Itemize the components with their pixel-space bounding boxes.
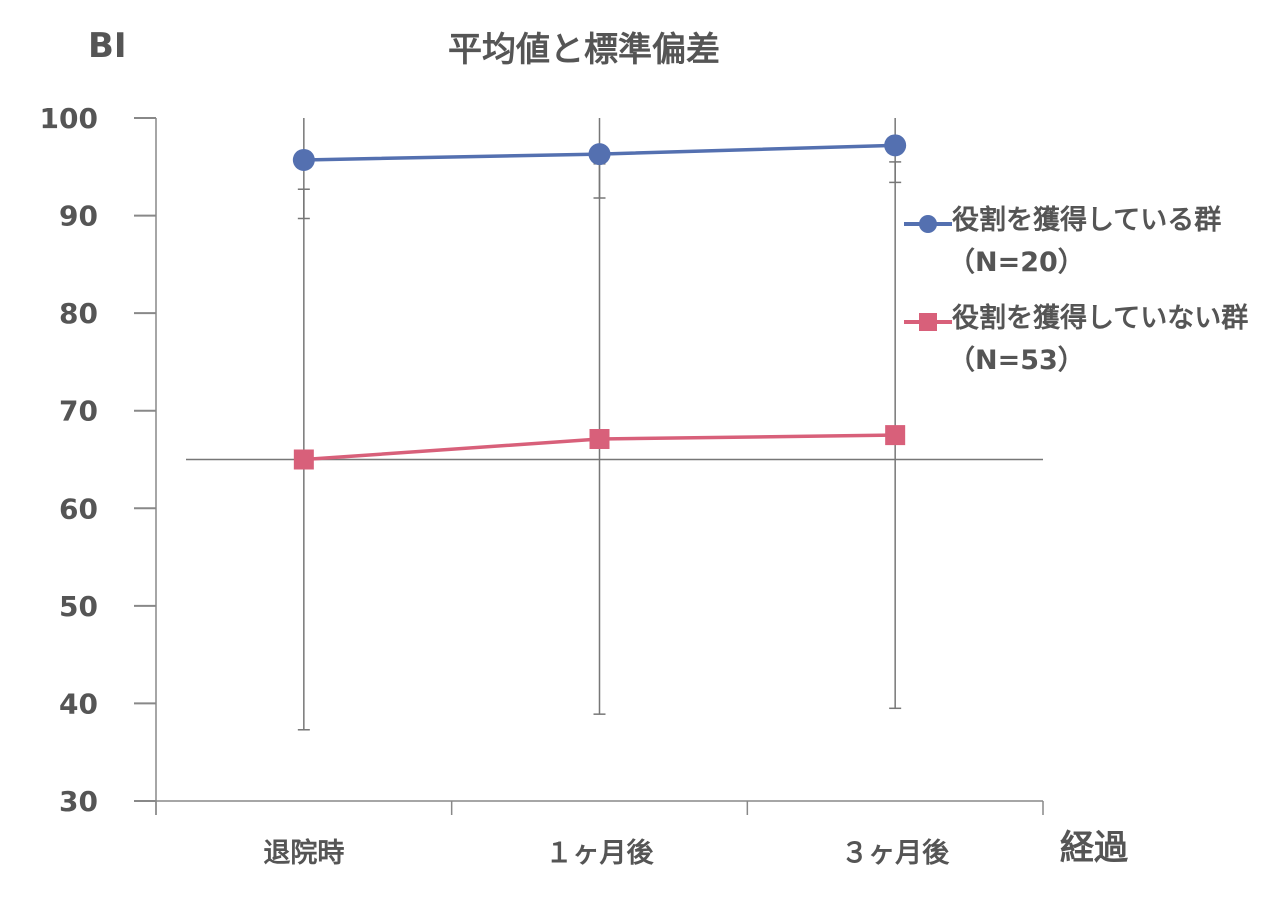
- y-tick-label: 40: [59, 687, 98, 720]
- legend: 役割を獲得している群 （N=20） 役割を獲得していない群 （N=53）: [904, 200, 1274, 396]
- data-point-square: [293, 449, 314, 470]
- y-tick-label: 80: [59, 297, 98, 330]
- legend-square-marker-icon: [904, 313, 952, 331]
- legend-item-without-role: 役割を獲得していない群 （N=53）: [904, 298, 1274, 382]
- y-tick-label: 70: [59, 395, 98, 428]
- legend-n-with-role: （N=20）: [948, 247, 1085, 278]
- legend-item-with-role: 役割を獲得している群 （N=20）: [904, 200, 1274, 284]
- legend-n-without-role: （N=53）: [948, 345, 1085, 376]
- data-point-circle: [588, 143, 611, 166]
- y-tick-label: 30: [59, 785, 98, 818]
- data-point-square: [589, 429, 610, 450]
- y-tick-label: 50: [59, 590, 98, 623]
- legend-label-without-role: 役割を獲得していない群: [952, 303, 1249, 334]
- data-point-square: [885, 425, 906, 446]
- legend-label-with-role: 役割を獲得している群: [952, 205, 1222, 236]
- y-axis-title: BI: [88, 26, 127, 66]
- chart-title: 平均値と標準偏差: [448, 30, 720, 70]
- data-point-circle: [292, 148, 315, 171]
- x-axis-title: 経過: [1060, 828, 1128, 868]
- data-point-circle: [884, 134, 907, 157]
- y-tick-label: 90: [59, 200, 98, 233]
- y-tick-label: 100: [40, 102, 98, 135]
- x-tick-label: ３ヶ月後: [841, 838, 950, 869]
- x-tick-label: １ヶ月後: [546, 838, 655, 869]
- legend-circle-marker-icon: [904, 215, 952, 233]
- x-tick-label: 退院時: [263, 837, 344, 869]
- y-tick-label: 60: [59, 492, 98, 525]
